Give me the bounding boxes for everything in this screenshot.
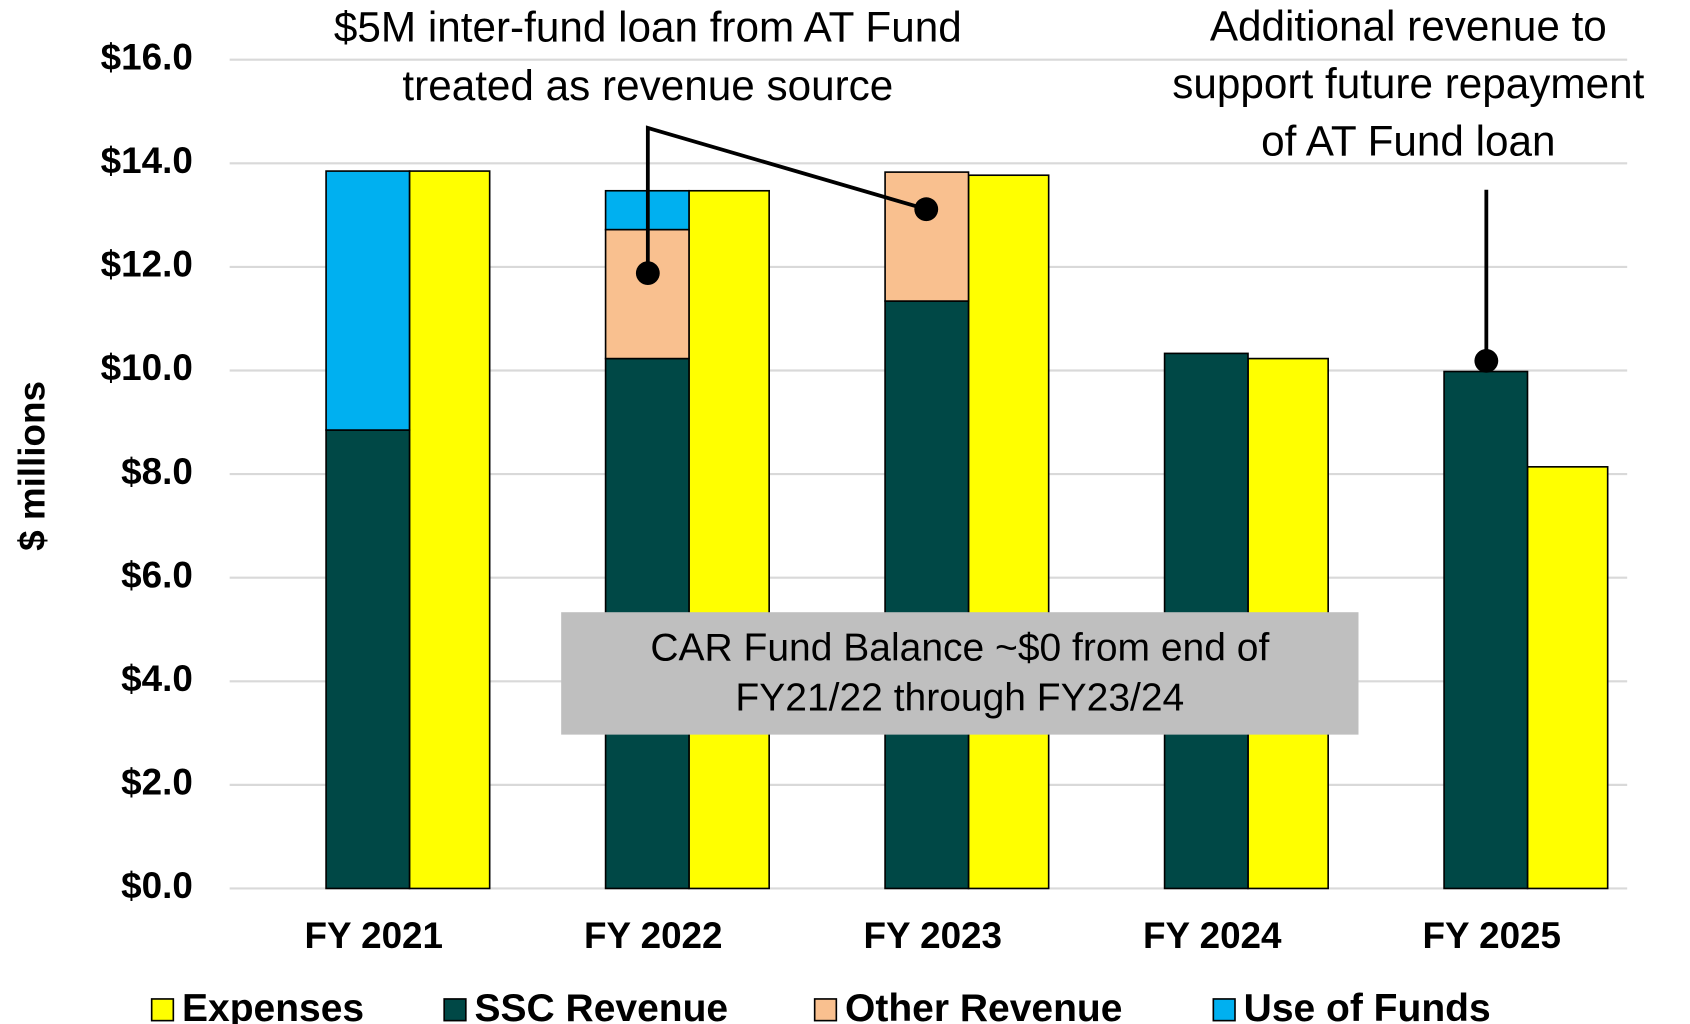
bar-segment — [884, 300, 970, 890]
x-tick-label: FY 2025 — [1422, 915, 1561, 956]
x-tick-label: FY 2022 — [584, 915, 723, 956]
bar — [688, 189, 770, 890]
y-tick-label: $8.0 — [121, 451, 193, 492]
y-tick-label: $12.0 — [101, 244, 193, 285]
legend-label: Other Revenue — [845, 987, 1122, 1024]
legend-swatch — [813, 998, 838, 1022]
bars: FY 2021 FY 2022 FY 2023 FY 2024 FY 2025 — [304, 170, 1609, 956]
y-tick-label: $2.0 — [121, 762, 193, 803]
legend-label: SSC Revenue — [475, 987, 729, 1024]
x-tick-label: FY 2024 — [1143, 915, 1282, 956]
y-tick-label: $14.0 — [101, 140, 193, 181]
legend-swatch — [1212, 998, 1236, 1022]
bar-segment — [1443, 370, 1529, 890]
bar — [408, 170, 491, 890]
annotation: CAR Fund Balance ~$0 from end of — [650, 626, 1269, 669]
bar — [1526, 466, 1609, 890]
annotation: FY21/22 through FY23/24 — [735, 676, 1184, 719]
bar — [967, 174, 1050, 890]
annotation: $5M inter-fund loan from AT Fund — [334, 4, 962, 51]
callout-dot — [914, 197, 939, 222]
legend-swatch — [150, 998, 175, 1022]
annotation: support future repayment — [1172, 60, 1644, 107]
annotation: of AT Fund loan — [1261, 117, 1555, 164]
x-tick-label: FY 2023 — [863, 915, 1002, 956]
callout-line — [645, 125, 927, 274]
y-tick-label: $10.0 — [101, 347, 193, 388]
annotation: Additional revenue to — [1210, 3, 1607, 50]
y-tick-label: $6.0 — [121, 554, 193, 595]
y-axis-label: $ millions — [11, 381, 52, 551]
legend-label: Expenses — [182, 987, 364, 1024]
callout-dot — [1474, 348, 1499, 373]
y-tick-label: $16.0 — [101, 36, 193, 77]
annotations: $5M inter-fund loan from AT Fund treated … — [150, 3, 1645, 1024]
annotation: treated as revenue source — [402, 62, 893, 109]
legend-label: Use of Funds — [1244, 987, 1491, 1024]
y-tick-label: $4.0 — [121, 658, 193, 699]
x-tick-label: FY 2021 — [304, 915, 443, 956]
note-box — [561, 612, 1359, 735]
y-tick-label: $0.0 — [121, 865, 193, 906]
bar-segment — [325, 429, 411, 890]
bar-segment — [884, 171, 970, 302]
callout-dot — [635, 261, 660, 286]
bar-segment — [325, 170, 411, 431]
legend-swatch — [443, 998, 467, 1022]
